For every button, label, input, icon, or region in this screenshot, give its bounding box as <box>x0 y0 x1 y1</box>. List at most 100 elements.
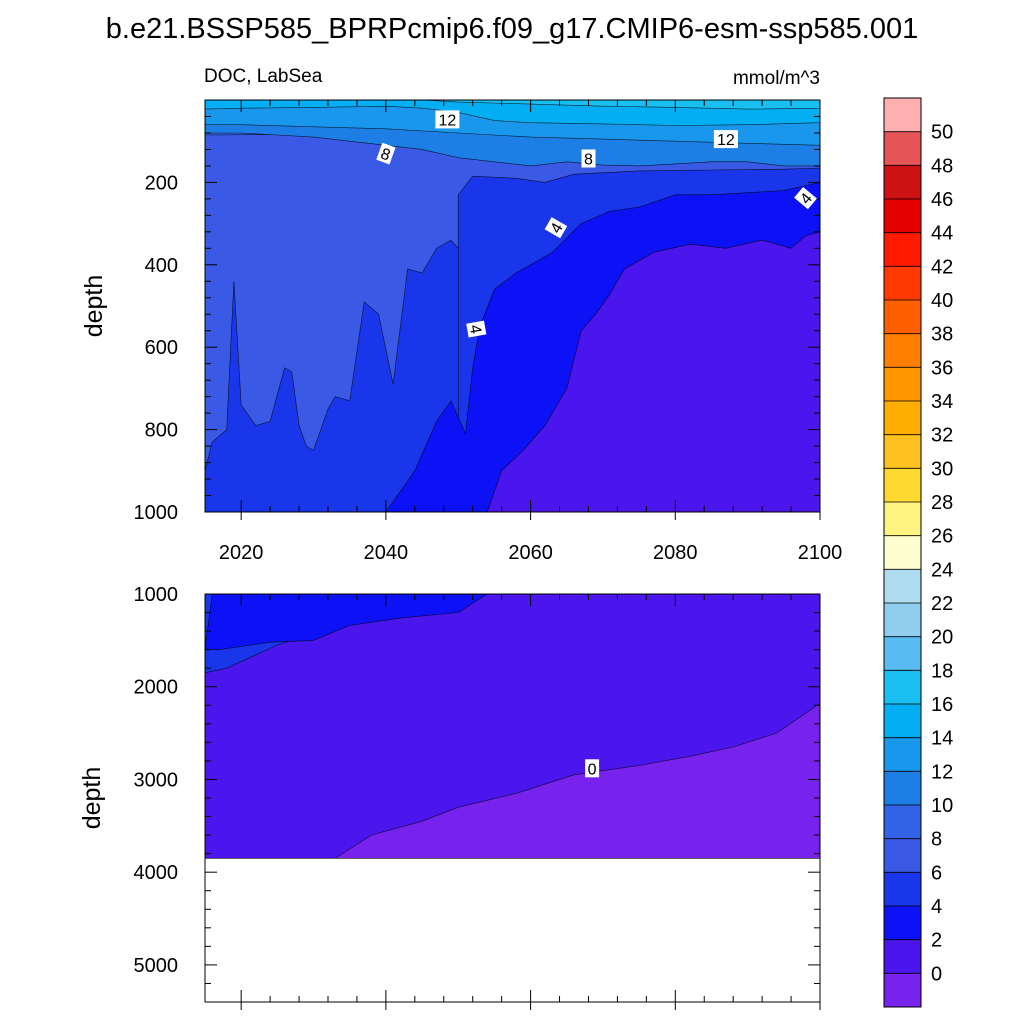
colorbar-segment <box>884 468 921 503</box>
units-subtitle: mmol/m^3 <box>733 68 820 89</box>
contour-region-6 <box>205 239 459 512</box>
contour-label-box <box>794 186 817 210</box>
colorbar-level-label: 32 <box>931 425 953 447</box>
lower-y-axis-label: depth <box>78 767 106 830</box>
colorbar-level-label: 26 <box>931 526 953 548</box>
y-tick-label: 3000 <box>134 769 179 791</box>
contour-region-4 <box>205 594 488 650</box>
y-tick-label: 1000 <box>134 502 179 524</box>
colorbar-segment <box>884 367 921 402</box>
y-tick-label: 5000 <box>134 955 179 977</box>
colorbar-level-label: 24 <box>931 559 953 581</box>
colorbar-segment <box>884 838 921 873</box>
colorbar-segment <box>884 535 921 570</box>
x-tick-label: 2020 <box>219 542 264 564</box>
y-tick-label: 400 <box>145 255 178 277</box>
colorbar-segment <box>884 300 921 335</box>
colorbar-level-label: 42 <box>931 256 953 278</box>
colorbar-level-label: 44 <box>931 223 953 245</box>
colorbar-segment <box>884 906 921 941</box>
y-tick-label: 4000 <box>134 862 179 884</box>
colorbar-segment <box>884 98 921 133</box>
colorbar-level-label: 22 <box>931 593 953 615</box>
colorbar-segment <box>884 232 921 267</box>
x-tick-label: 2100 <box>798 542 843 564</box>
colorbar-segment <box>884 737 921 772</box>
colorbar-level-label: 38 <box>931 324 953 346</box>
colorbar-segment <box>884 502 921 537</box>
colorbar-segment <box>884 805 921 840</box>
contour-label-text: 12 <box>439 112 457 129</box>
y-tick-label: 600 <box>145 337 178 359</box>
contour-label-text: 8 <box>584 152 593 169</box>
colorbar-segment <box>884 636 921 671</box>
colorbar-level-label: 20 <box>931 627 953 649</box>
colorbar-segment <box>884 939 921 974</box>
colorbar-segment <box>884 165 921 200</box>
contour-region-0 <box>334 703 820 859</box>
colorbar-level-label: 2 <box>931 930 942 952</box>
colorbar-level-label: 30 <box>931 458 953 480</box>
colorbar-level-label: 16 <box>931 694 953 716</box>
contour-label: 12 <box>435 110 460 129</box>
contour-region-2 <box>486 231 820 512</box>
colorbar-level-label: 34 <box>931 391 953 413</box>
contour-label-text: 4 <box>466 323 484 335</box>
missing-data-area <box>205 858 820 1002</box>
contour-label-text: 12 <box>717 132 735 149</box>
contour-label-text: 0 <box>588 761 597 778</box>
upper-depth-panel: 200 400 600 800 1000 2020 2040 2060 2080 2100 12 1… <box>80 99 843 564</box>
colorbar-segment <box>884 670 921 705</box>
colorbar-level-label: 14 <box>931 728 953 750</box>
colorbar-level-label: 50 <box>931 122 953 144</box>
contour-label: 8 <box>581 149 596 169</box>
colorbar-segment <box>884 872 921 907</box>
contour-label-box <box>466 320 487 338</box>
colorbar-segment <box>884 131 921 166</box>
colorbar-level-label: 46 <box>931 189 953 211</box>
colorbar-frame <box>883 97 922 1008</box>
lower-depth-panel: 1000 2000 3000 4000 5000 0 depth <box>78 584 821 1010</box>
colorbar-segment <box>884 199 921 234</box>
contour-label-box <box>713 130 738 149</box>
colorbar-segment <box>884 771 921 806</box>
contour-label: 4 <box>794 186 817 210</box>
upper-y-axis-label: depth <box>80 275 108 338</box>
colorbar-level-label: 40 <box>931 290 953 312</box>
colorbar-level-label: 36 <box>931 357 953 379</box>
colorbar-segment <box>884 434 921 469</box>
contour-label-box <box>581 149 596 168</box>
contour-label: 4 <box>466 320 487 338</box>
colorbar-level-label: 10 <box>931 795 953 817</box>
colorbar-segment <box>884 401 921 436</box>
colorbar-segment <box>884 603 921 638</box>
left-subtitle: DOC, LabSea <box>204 66 323 87</box>
colorbar-level-label: 18 <box>931 660 953 682</box>
contour-label-box <box>376 142 396 165</box>
figure-title: b.e21.BSSP585_BPRPcmip6.f09_g17.CMIP6-es… <box>106 13 918 45</box>
colorbar-segment <box>884 569 921 604</box>
colorbar-segment <box>884 333 921 368</box>
y-tick-label: 1000 <box>134 584 179 606</box>
y-tick-label: 2000 <box>134 677 179 699</box>
colorbar-segment <box>884 973 921 1008</box>
colorbar-level-label: 48 <box>931 155 953 177</box>
x-tick-label: 2040 <box>364 542 409 564</box>
x-tick-label: 2060 <box>508 542 553 564</box>
colorbar: 5048464442403836343230282624222018161412… <box>883 97 953 1008</box>
colorbar-segment <box>884 704 921 739</box>
contour-label: 0 <box>585 759 600 778</box>
contour-label-box <box>585 759 600 778</box>
colorbar-level-label: 12 <box>931 761 953 783</box>
contour-label: 8 <box>376 142 396 165</box>
contour-label-box <box>544 217 568 239</box>
colorbar-level-label: 6 <box>931 862 942 884</box>
contour-label: 4 <box>544 217 568 239</box>
colorbar-level-label: 0 <box>931 963 942 985</box>
colorbar-level-label: 28 <box>931 492 953 514</box>
y-tick-label: 200 <box>145 172 178 194</box>
colorbar-level-label: 8 <box>931 829 942 851</box>
contour-label-box <box>435 110 460 129</box>
colorbar-level-label: 4 <box>931 896 942 918</box>
